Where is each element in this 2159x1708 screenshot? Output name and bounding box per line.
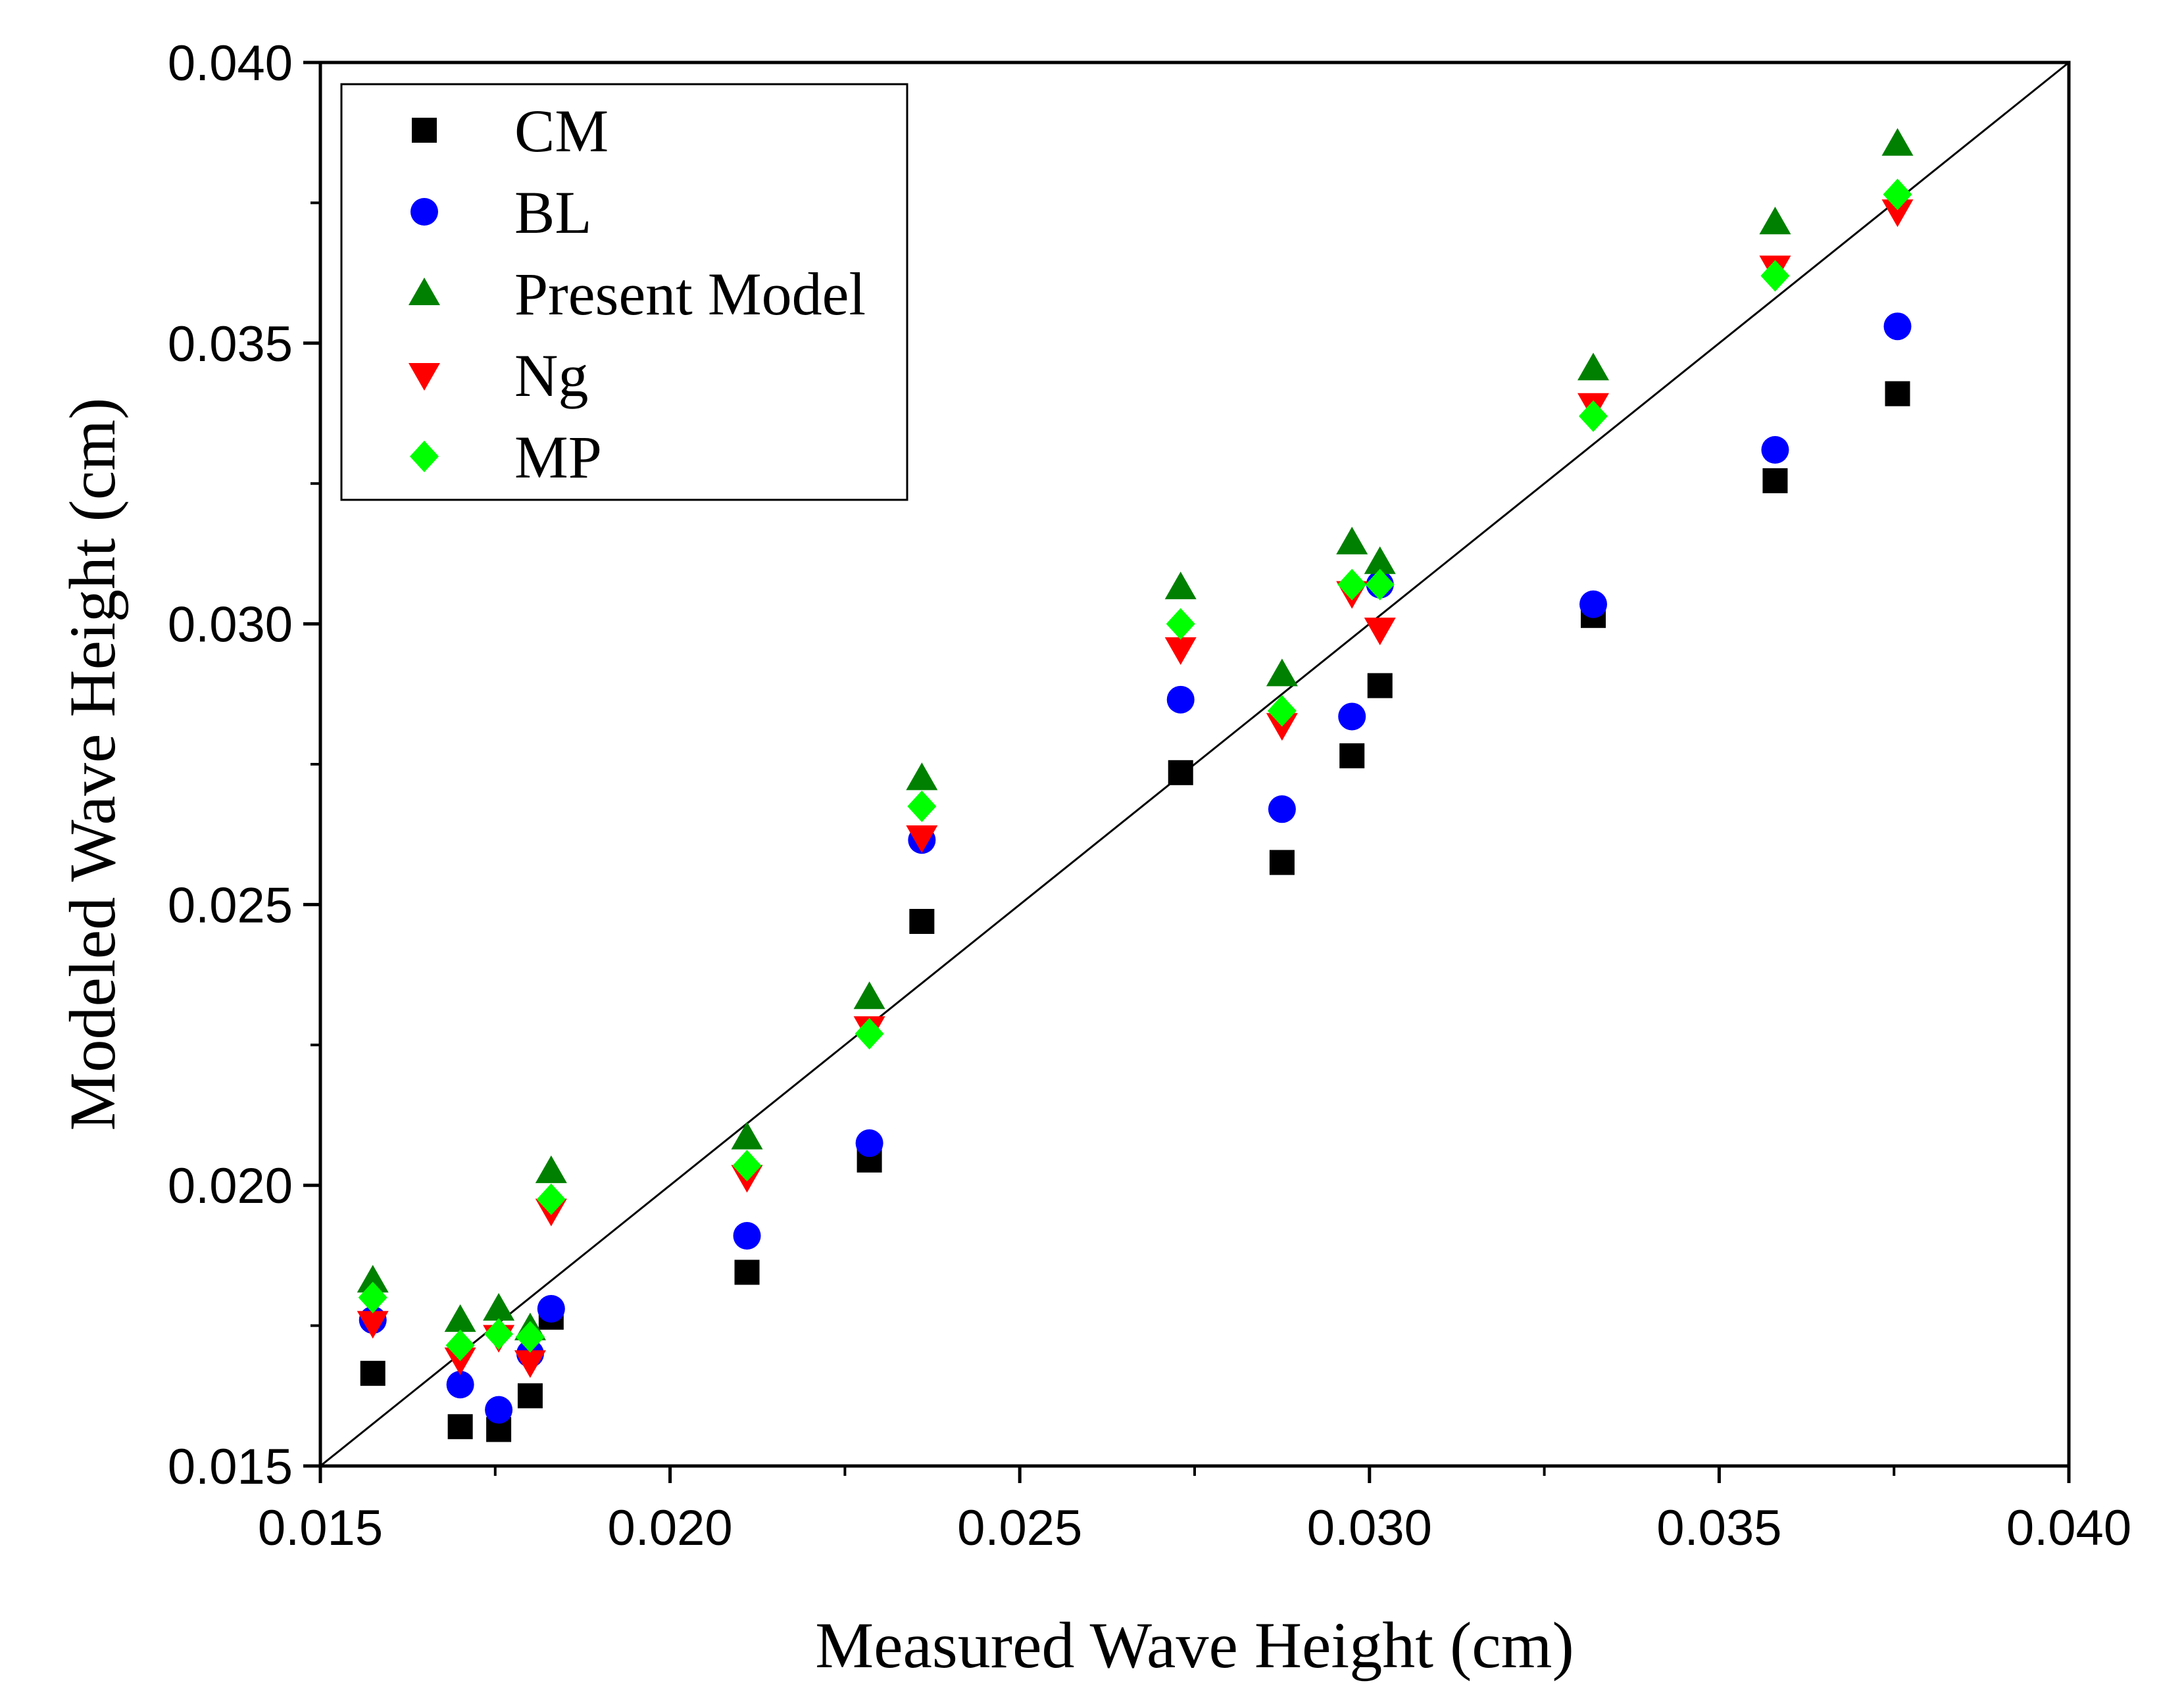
tick-layer: 0.015 0.020 0.025 0.030 0.035 0.040 0.015 0.020…	[168, 36, 2131, 1556]
data-point-mp	[1365, 568, 1395, 600]
data-point-present-model	[483, 1292, 515, 1321]
data-point-mp	[536, 1183, 566, 1215]
legend-marker-present-model	[409, 278, 440, 305]
data-point-cm	[1762, 468, 1788, 493]
data-point-ng	[444, 1347, 476, 1375]
legend-label-present-model: Present Model	[514, 260, 866, 328]
legend-marker-ng	[409, 363, 440, 391]
data-point-bl	[537, 1294, 565, 1323]
x-tick-label: 0.020	[608, 1500, 733, 1556]
data-point-ng	[514, 1350, 546, 1379]
y-tick-label: 0.040	[168, 36, 293, 91]
data-point-mp	[1166, 608, 1195, 640]
data-point-cm	[1168, 760, 1193, 785]
legend: CM BL Present Model Ng MP	[340, 83, 908, 501]
data-point-present-model	[731, 1121, 763, 1150]
data-point-bl	[1268, 795, 1296, 823]
legend-marker-cm	[412, 118, 437, 143]
data-point-mp	[855, 1017, 884, 1050]
data-point-mp	[907, 791, 937, 823]
data-point-cm	[1269, 850, 1295, 875]
legend-marker-bl	[410, 198, 438, 226]
data-point-mp	[1883, 178, 1912, 210]
legend-marker-mp	[410, 441, 439, 472]
x-tick-label: 0.015	[258, 1500, 383, 1556]
data-point-present-model	[906, 762, 938, 791]
data-point-present-model	[444, 1304, 476, 1332]
y-axis-title: Modeled Wave Height (cm)	[56, 398, 129, 1131]
y-tick-label: 0.015	[168, 1439, 293, 1495]
data-point-ng	[1364, 618, 1396, 646]
y-tick-label: 0.035	[168, 316, 293, 372]
data-point-bl	[1579, 590, 1608, 618]
data-point-bl	[733, 1222, 761, 1250]
data-point-present-model	[1266, 658, 1298, 687]
legend-label-ng: Ng	[514, 342, 588, 409]
reference-line-y-equals-x	[320, 61, 2070, 1467]
data-points-layer	[357, 128, 1914, 1442]
data-point-bl	[446, 1371, 474, 1399]
data-point-present-model	[1577, 353, 1610, 381]
data-point-mp	[1267, 695, 1297, 727]
data-point-present-model	[1164, 572, 1197, 600]
data-point-present-model	[1881, 128, 1914, 156]
data-point-cm	[1339, 743, 1365, 769]
data-point-cm	[909, 909, 935, 935]
data-point-bl	[1883, 312, 1912, 341]
x-axis-title: Measured Wave Height (cm)	[815, 1609, 1574, 1682]
data-point-mp	[484, 1318, 514, 1350]
data-point-bl	[1166, 685, 1195, 714]
reference-line-layer	[320, 61, 2070, 1467]
data-point-cm	[517, 1383, 543, 1409]
data-point-cm	[447, 1414, 473, 1440]
data-point-mp	[732, 1150, 762, 1182]
data-point-bl	[855, 1129, 883, 1158]
data-point-mp	[515, 1321, 545, 1353]
data-point-mp	[1337, 568, 1367, 600]
data-point-cm	[734, 1259, 760, 1285]
data-point-ng	[1164, 637, 1197, 666]
x-tick-label: 0.030	[1307, 1500, 1432, 1556]
data-point-present-model	[535, 1155, 567, 1183]
x-tick-label: 0.025	[957, 1500, 1082, 1556]
data-point-cm	[360, 1361, 385, 1386]
y-tick-label: 0.030	[168, 597, 293, 653]
data-point-present-model	[1336, 526, 1368, 554]
data-point-ng	[357, 1311, 389, 1339]
legend-label-cm: CM	[514, 97, 608, 164]
data-point-bl	[1761, 435, 1789, 464]
data-point-bl	[485, 1396, 513, 1424]
data-point-mp	[358, 1281, 387, 1313]
data-point-present-model	[1759, 207, 1791, 235]
legend-label-mp: MP	[514, 424, 602, 491]
data-point-mp	[1760, 260, 1790, 292]
data-point-cm	[1885, 381, 1910, 406]
y-tick-label: 0.020	[168, 1158, 293, 1214]
data-point-cm	[1367, 673, 1393, 698]
data-point-present-model	[853, 981, 885, 1010]
data-point-present-model	[357, 1265, 389, 1293]
data-point-bl	[1338, 702, 1366, 731]
data-point-mp	[1579, 400, 1608, 432]
x-tick-label: 0.035	[1656, 1500, 1781, 1556]
data-point-ng	[1881, 199, 1914, 228]
data-point-ng	[1266, 713, 1298, 741]
legend-box	[340, 83, 908, 501]
series-mp	[358, 178, 1912, 1361]
y-tick-label: 0.025	[168, 877, 293, 933]
data-point-mp	[445, 1329, 475, 1361]
data-point-ng	[906, 825, 938, 853]
x-tick-label: 0.040	[2006, 1500, 2131, 1556]
data-point-present-model	[1364, 546, 1396, 574]
legend-label-bl: BL	[514, 179, 592, 246]
